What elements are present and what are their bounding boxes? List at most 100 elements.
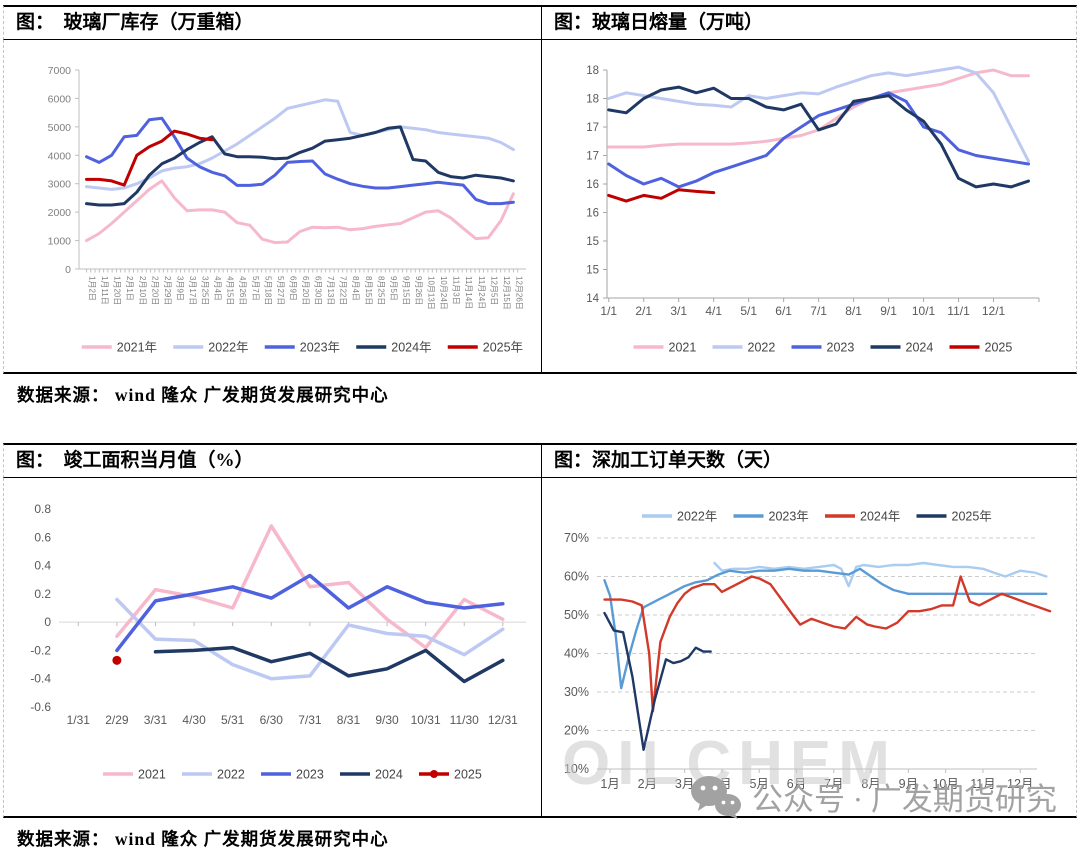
chart-title-daily-melting: 图：玻璃日熔量（万吨） [554,12,764,33]
glass-factory-inventory-canvas: 0 1000 2000 3000 4000 5000 6000 7000 1月2日 1月11日 1月… [48,65,526,355]
svg-text:0: 0 [65,264,71,276]
glass-daily-melting-series-2022 [607,65,1030,163]
svg-text:40%: 40% [564,647,589,661]
svg-text:8月: 8月 [861,777,880,791]
chart-glass-inventory: 0 1000 2000 3000 4000 5000 6000 7000 1月2日 1月11日 1月… [4,40,542,372]
glass-factory-inventory-series-2025年 [85,129,214,187]
deep-processing-order-days-series-2025年 [603,611,712,751]
svg-text:0.4: 0.4 [34,559,51,573]
svg-text:18: 18 [586,65,599,77]
completed-area-monthly-series-2022 [115,597,505,681]
svg-text:2023年: 2023年 [300,341,340,355]
svg-text:2/1: 2/1 [635,304,652,318]
svg-text:6月: 6月 [787,777,806,791]
svg-text:12/1: 12/1 [982,304,1006,318]
chart-completed-area: 0.8 0.6 0.4 0.2 0 -0.2 -0.4 -0.6 1/31 2/29 3/31 4/3… [4,478,542,816]
svg-text:5000: 5000 [48,122,72,134]
svg-text:3000: 3000 [48,179,72,191]
svg-text:8月4日: 8月4日 [351,276,360,301]
svg-text:0.2: 0.2 [34,587,51,601]
svg-text:3月17日: 3月17日 [188,276,197,305]
svg-text:1000: 1000 [48,236,72,248]
svg-text:2022年: 2022年 [677,510,717,524]
svg-text:5/31: 5/31 [221,713,245,727]
svg-text:10/31: 10/31 [411,713,441,727]
svg-text:2024: 2024 [906,341,934,355]
svg-text:5月7日: 5月7日 [251,276,260,301]
glass-factory-inventory-series-2023年 [85,116,515,206]
svg-text:10月13日: 10月13日 [427,276,436,310]
chart-title-completed-area: 图： 竣工面积当月值（%） [4,445,542,477]
completed-area-monthly-canvas: 0.8 0.6 0.4 0.2 0 -0.2 -0.4 -0.6 1/31 2/29 3/31 4/3… [30,502,526,782]
charts-row-bottom: 0.8 0.6 0.4 0.2 0 -0.2 -0.4 -0.6 1/31 2/29 3/31 4/3… [3,478,1077,819]
svg-text:16: 16 [586,179,599,191]
svg-text:0.8: 0.8 [34,502,51,516]
svg-text:2021: 2021 [669,341,697,355]
title-row-bottom: 图： 竣工面积当月值（%） 图：深加工订单天数（天） [3,443,1077,478]
svg-text:9/30: 9/30 [375,713,399,727]
svg-text:4月: 4月 [712,777,731,791]
completed-area-monthly-series-2023 [115,573,505,653]
svg-text:16: 16 [586,208,599,220]
svg-text:2/29: 2/29 [105,713,129,727]
svg-text:-0.2: -0.2 [30,643,51,657]
svg-text:-0.6: -0.6 [30,700,51,714]
svg-text:70%: 70% [564,531,589,545]
svg-text:12/31: 12/31 [488,713,518,727]
svg-text:2月29日: 2月29日 [163,276,172,305]
svg-text:2024年: 2024年 [860,510,900,524]
svg-text:11/1: 11/1 [947,304,970,318]
deep-processing-order-days-canvas: 10% 20% 30% 40% 50% 60% 70% 1月 2月 3月 4月 5月 6月 7月 8月 9月 1… [564,510,1052,791]
svg-text:3/1: 3/1 [670,304,687,318]
svg-text:7月22日: 7月22日 [339,276,348,305]
data-source-top: 数据来源： wind 隆众 广发期货发展研究中心 [17,385,389,405]
svg-text:3/31: 3/31 [144,713,168,727]
svg-text:2024年: 2024年 [391,341,431,355]
glass-factory-inventory-series-2024年 [85,125,515,207]
svg-text:11月: 11月 [970,777,995,791]
svg-text:6月20日: 6月20日 [301,276,310,305]
completed-area-monthly-series-2024 [153,645,505,684]
svg-text:9月15日: 9月15日 [401,276,410,305]
svg-text:5月18日: 5月18日 [263,276,272,305]
svg-text:2021: 2021 [138,768,166,782]
svg-text:2022: 2022 [217,768,245,782]
svg-text:12月15日: 12月15日 [502,276,511,310]
svg-text:-0.4: -0.4 [30,672,51,686]
svg-text:4000: 4000 [48,150,72,162]
svg-text:7月: 7月 [824,777,843,791]
data-source-bottom: 数据来源： wind 隆众 广发期货发展研究中心 [17,829,389,849]
svg-text:11月24日: 11月24日 [477,276,486,309]
glass-daily-melting-series-2024 [607,85,1030,189]
svg-text:1月2日: 1月2日 [88,276,97,301]
svg-text:2022年: 2022年 [208,341,248,355]
chart-title-order-days: 图：深加工订单天数（天） [554,450,783,471]
svg-text:6月9日: 6月9日 [288,276,297,301]
svg-text:6/1: 6/1 [775,304,792,318]
svg-text:9月5日: 9月5日 [389,276,398,301]
svg-text:12月: 12月 [1007,777,1033,791]
svg-text:1月11日: 1月11日 [100,276,109,305]
svg-text:2023: 2023 [296,768,324,782]
svg-text:5月: 5月 [749,777,768,791]
svg-text:4月26日: 4月26日 [238,276,247,305]
svg-text:0: 0 [44,615,51,629]
glass-factory-inventory-series-2022年 [85,98,515,191]
svg-text:3月: 3月 [675,777,694,791]
svg-text:2月20日: 2月20日 [150,276,159,305]
completed-area-monthly-series-2025 [112,655,122,665]
title-row-top: 图： 玻璃厂库存（万重箱） 图：玻璃日熔量（万吨） [3,5,1077,40]
svg-text:4月15日: 4月15日 [226,276,235,305]
svg-text:10月24日: 10月24日 [439,276,448,310]
svg-text:17: 17 [586,122,599,134]
svg-text:7/1: 7/1 [810,304,827,318]
svg-text:2024: 2024 [375,768,403,782]
completed-area-monthly-series-2021 [115,524,505,650]
svg-text:50%: 50% [564,608,589,622]
chart-title-glass-inventory: 图： 玻璃厂库存（万重箱） [4,7,542,39]
svg-text:4月4日: 4月4日 [213,276,222,301]
svg-text:10%: 10% [564,762,589,776]
figure-block-top: 图： 玻璃厂库存（万重箱） 图：玻璃日熔量（万吨） 0 1000 2000 3000 4… [3,5,1077,407]
svg-text:11月3日: 11月3日 [452,276,461,305]
